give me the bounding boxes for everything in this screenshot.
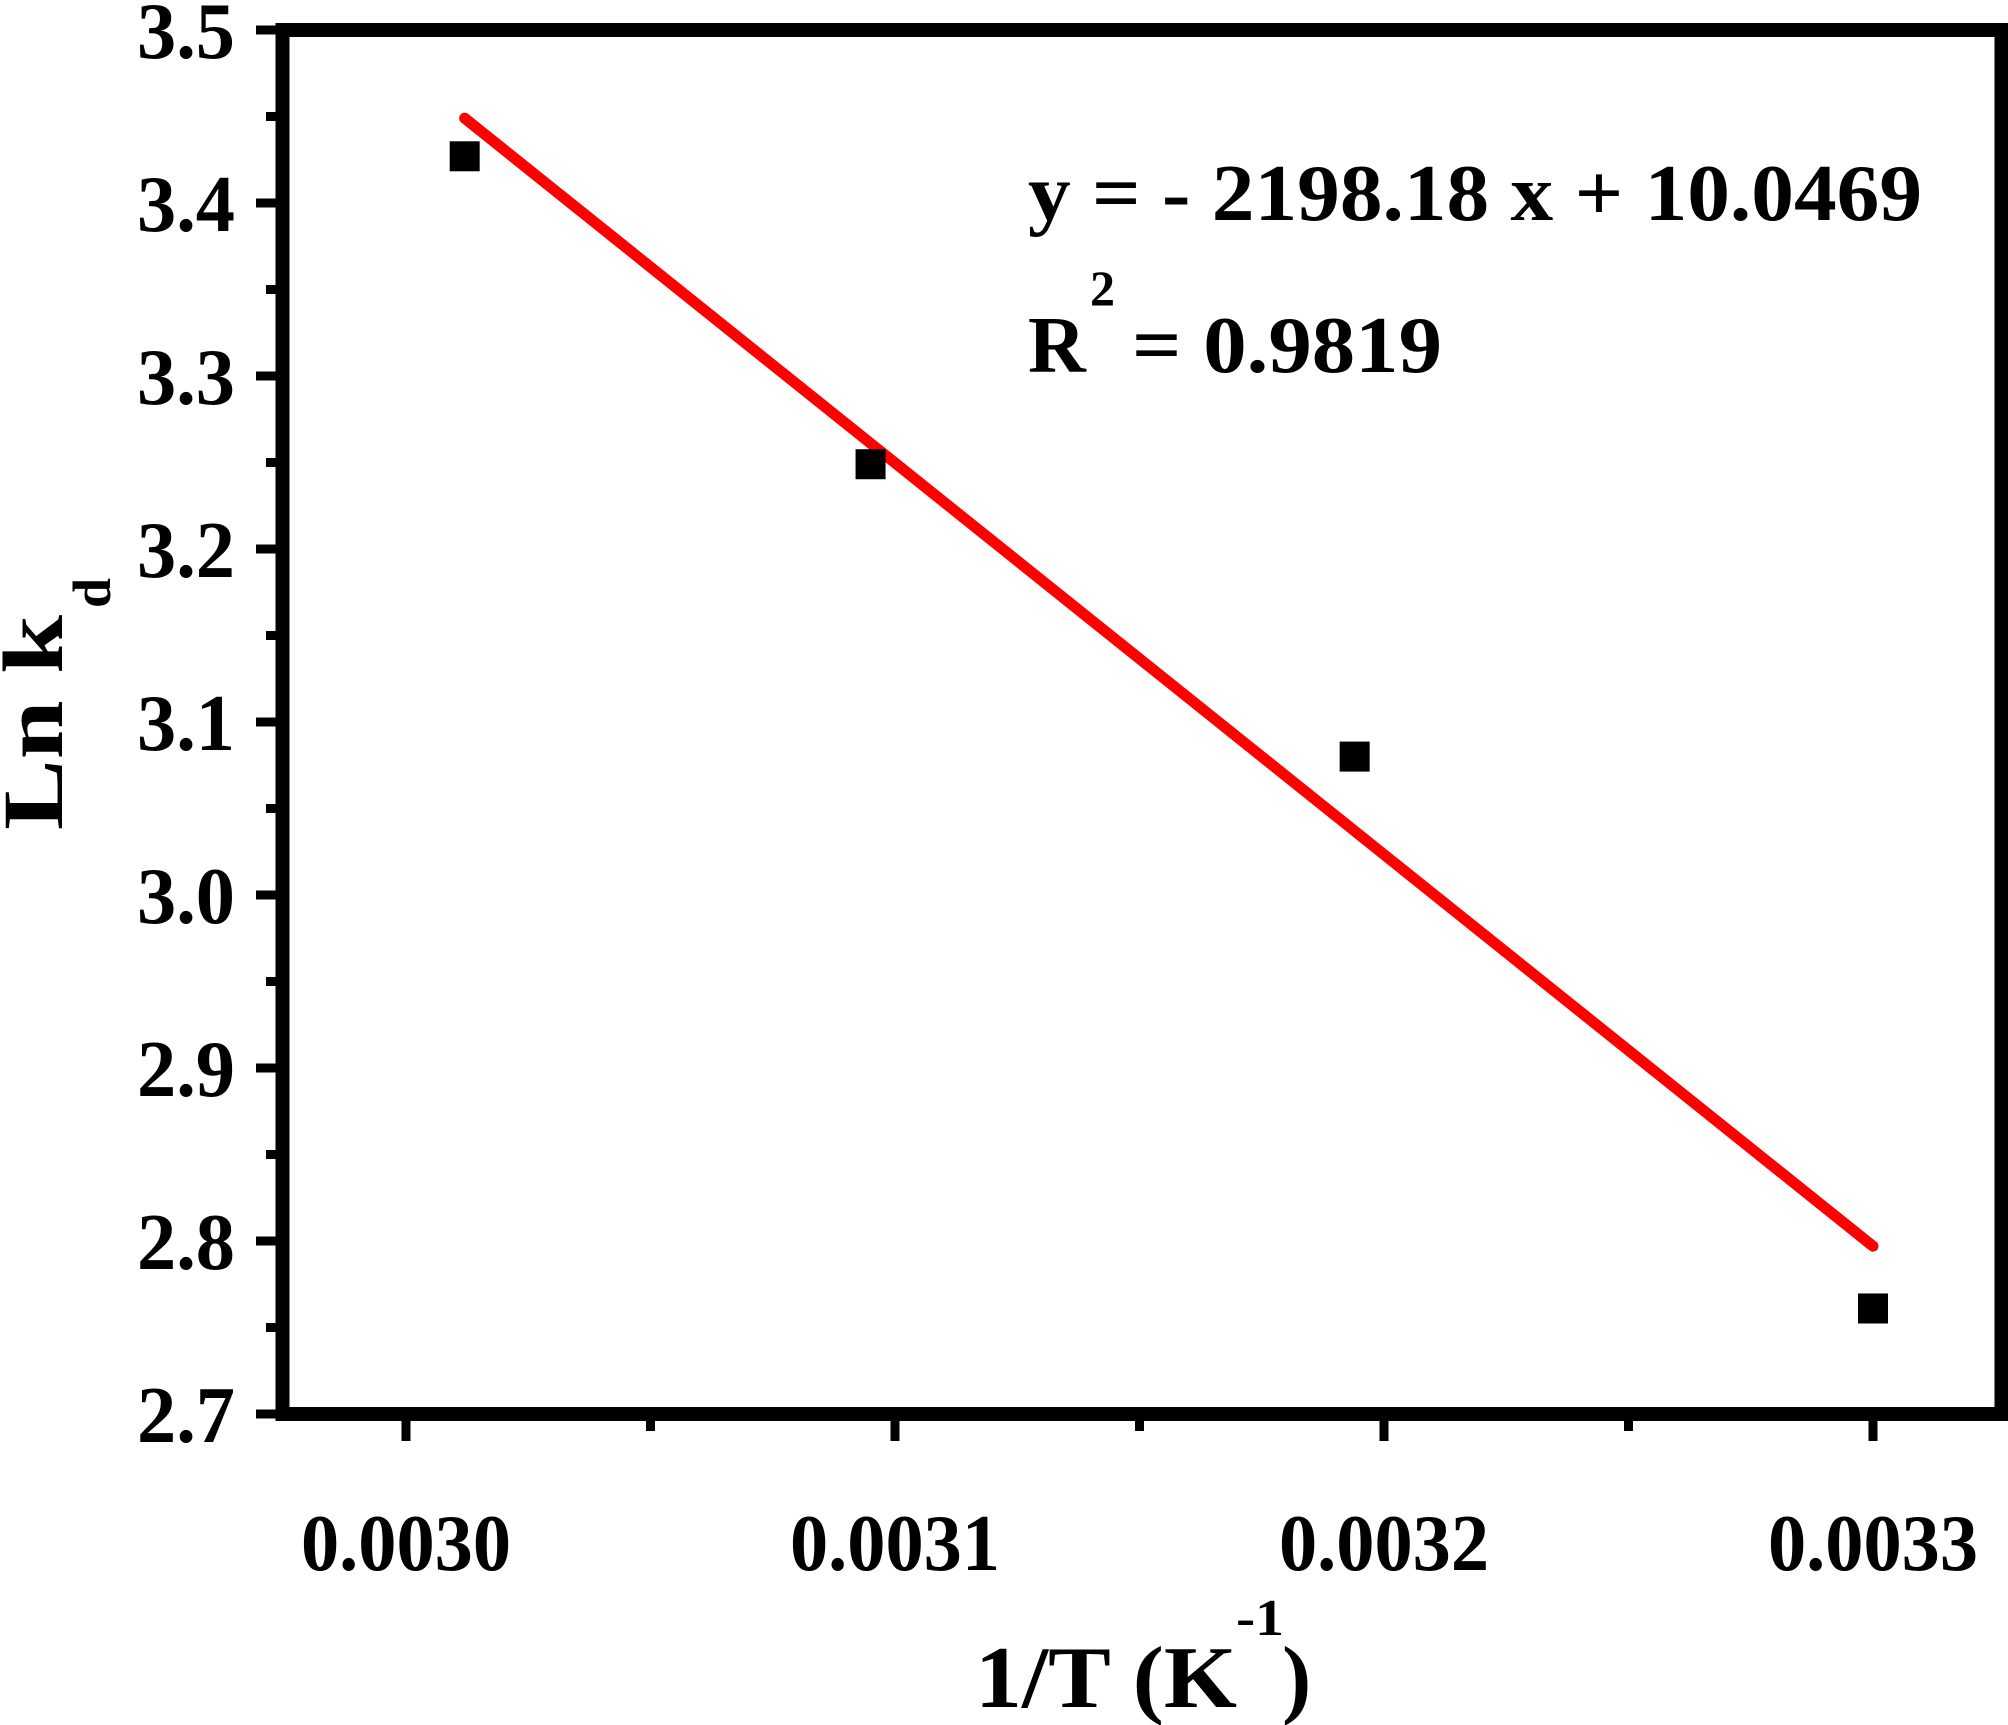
r-squared-label: R <box>1028 302 1087 390</box>
linear-fit-line <box>459 112 1879 1252</box>
y-tick-label: 3.3 <box>137 334 235 422</box>
square-marker <box>1858 1293 1888 1324</box>
y-tick-label: 2.9 <box>137 1026 235 1114</box>
fit-equation: y = - 2198.18 x + 10.0469 <box>1028 150 1922 238</box>
x-tick-label: 0.0032 <box>1279 1500 1489 1588</box>
y-axis-title-subscript: d <box>62 578 122 608</box>
square-marker <box>1339 741 1370 772</box>
y-tick-label: 3.0 <box>137 853 235 941</box>
plot-frame <box>275 23 2008 1421</box>
x-tick-label: 0.0031 <box>790 1500 1000 1588</box>
x-axis-tick-labels: 0.0030 0.0031 0.0032 0.0033 <box>301 1500 1978 1588</box>
x-axis-title-main: 1/T (K <box>975 1630 1237 1725</box>
y-tick-label: 3.2 <box>137 507 235 595</box>
y-axis-tick-labels: 3.5 3.4 3.3 3.2 3.1 3.0 2.9 2.8 2.7 <box>137 0 235 1460</box>
y-axis-title: Ln k d <box>0 578 122 830</box>
square-marker <box>449 141 480 172</box>
x-tick-label: 0.0030 <box>301 1500 511 1588</box>
square-marker <box>855 449 886 480</box>
y-tick-label: 2.7 <box>137 1372 235 1460</box>
r-squared-superscript: 2 <box>1090 260 1115 316</box>
data-markers <box>449 141 1888 1324</box>
y-tick-label: 3.5 <box>137 0 235 76</box>
y-tick-label: 2.8 <box>137 1199 235 1287</box>
r-squared-value: = 0.9819 <box>1132 302 1442 390</box>
x-axis-title-superscript: -1 <box>1236 1590 1284 1647</box>
x-axis-ticks <box>401 1421 1878 1441</box>
fit-line-segment <box>459 112 1879 1252</box>
y-tick-label: 3.4 <box>137 161 235 249</box>
y-axis-title-main: Ln k <box>0 615 81 830</box>
x-tick-label: 0.0033 <box>1768 1500 1978 1588</box>
y-tick-label: 3.1 <box>137 680 235 768</box>
y-axis-ticks <box>256 25 276 1419</box>
x-axis-title-close-paren: ) <box>1282 1630 1311 1725</box>
